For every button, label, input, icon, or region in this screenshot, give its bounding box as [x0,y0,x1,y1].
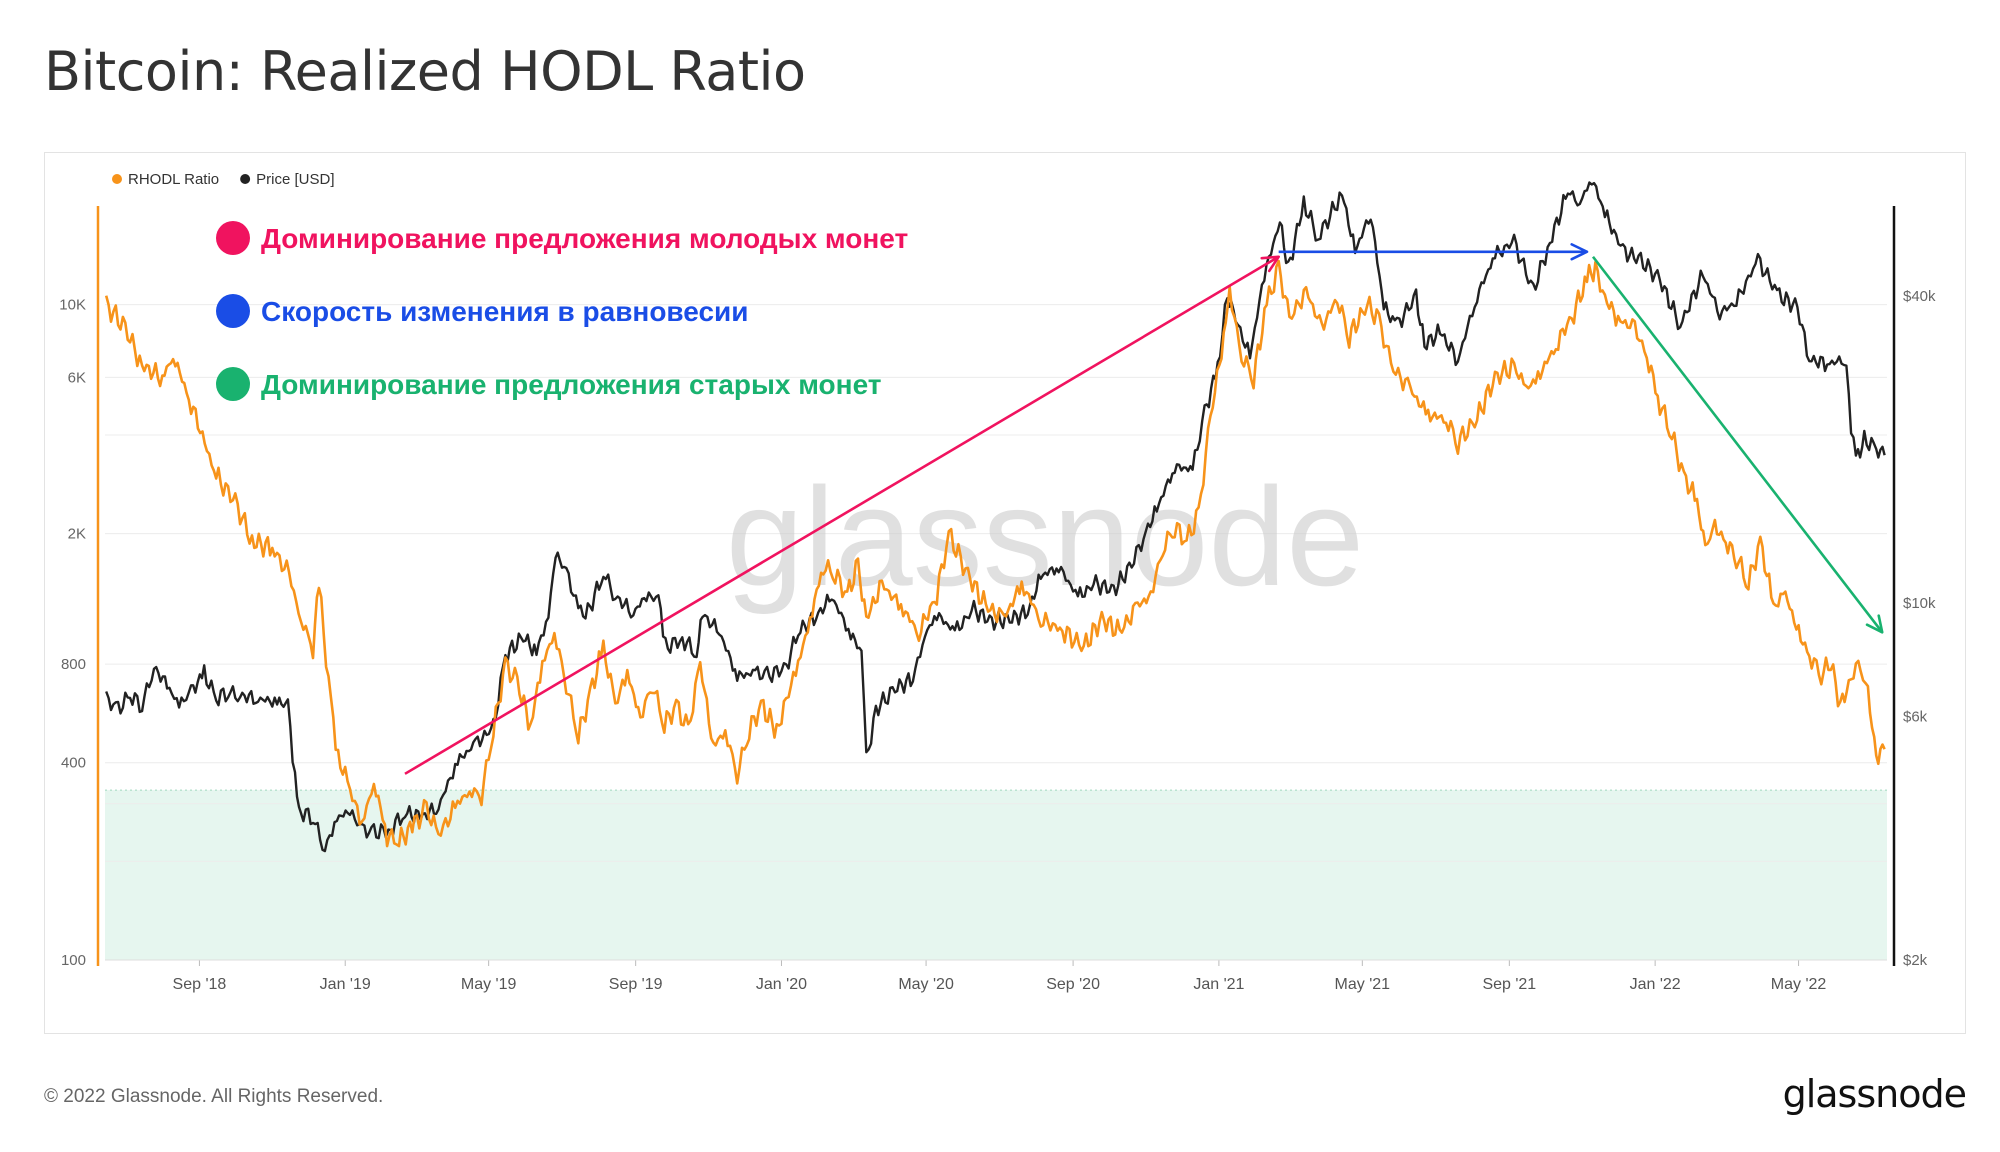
y-left-tick-label: 800 [61,656,86,673]
legend-dot [112,174,122,184]
x-tick-label: Jan '19 [320,976,371,993]
x-tick-label: May '19 [461,976,517,993]
annotation-dot [216,221,250,255]
page-title: Bitcoin: Realized HODL Ratio [44,40,806,103]
x-tick-label: Jan '20 [756,976,807,993]
y-left-tick-label: 100 [61,952,86,969]
y-left-tick-label: 2K [68,526,86,543]
y-right-tick-label: $6k [1903,708,1928,725]
annotation-label: Доминирование предложения молодых монет [261,223,908,254]
green-band [105,790,1887,960]
legend-dot [240,174,251,184]
legend-label: RHODL Ratio [128,171,219,188]
annotation-dot [216,367,250,401]
price-series-line [105,181,1886,853]
y-right-tick-label: $10k [1903,595,1936,612]
x-tick-label: Jan '21 [1193,976,1244,993]
x-tick-label: May '21 [1335,976,1391,993]
x-tick-label: May '20 [898,976,954,993]
x-tick-label: Sep '21 [1482,976,1536,993]
glassnode-logo: glassnode [1782,1072,1967,1116]
arrow-head [1260,255,1280,273]
y-right-tick-label: $2k [1903,952,1928,969]
chart-frame: glassnode 100 400 800 2K 6K 10K $2k $6k $10k $40k… [44,152,1966,1034]
y-left-tick-label: 6K [68,369,86,386]
y-left-tick-label: 400 [61,755,86,772]
arrow-head [1570,243,1589,261]
annotation-dot [216,294,250,328]
rhodl-chart: glassnode 100 400 800 2K 6K 10K $2k $6k $10k $40k… [59,171,1936,993]
arrow-line [404,255,1280,775]
x-tick-label: Sep '20 [1046,976,1100,993]
x-tick-label: May '22 [1771,976,1827,993]
watermark-text: glassnode [726,458,1364,615]
annotation-label: Доминирование предложения старых монет [261,369,881,400]
copyright-text: © 2022 Glassnode. All Rights Reserved. [44,1086,384,1107]
x-tick-label: Sep '18 [173,976,227,993]
x-tick-label: Sep '19 [609,976,663,993]
y-right-tick-label: $40k [1903,288,1936,305]
y-left-tick-label: 10K [59,297,86,314]
arrow-head [1865,614,1884,634]
annotation-label: Скорость изменения в равновесии [261,296,748,327]
legend-label: Price [USD] [256,171,334,188]
x-tick-label: Jan '22 [1630,976,1681,993]
rhodl-series-line [104,259,1886,848]
arrow-line [1591,255,1884,634]
